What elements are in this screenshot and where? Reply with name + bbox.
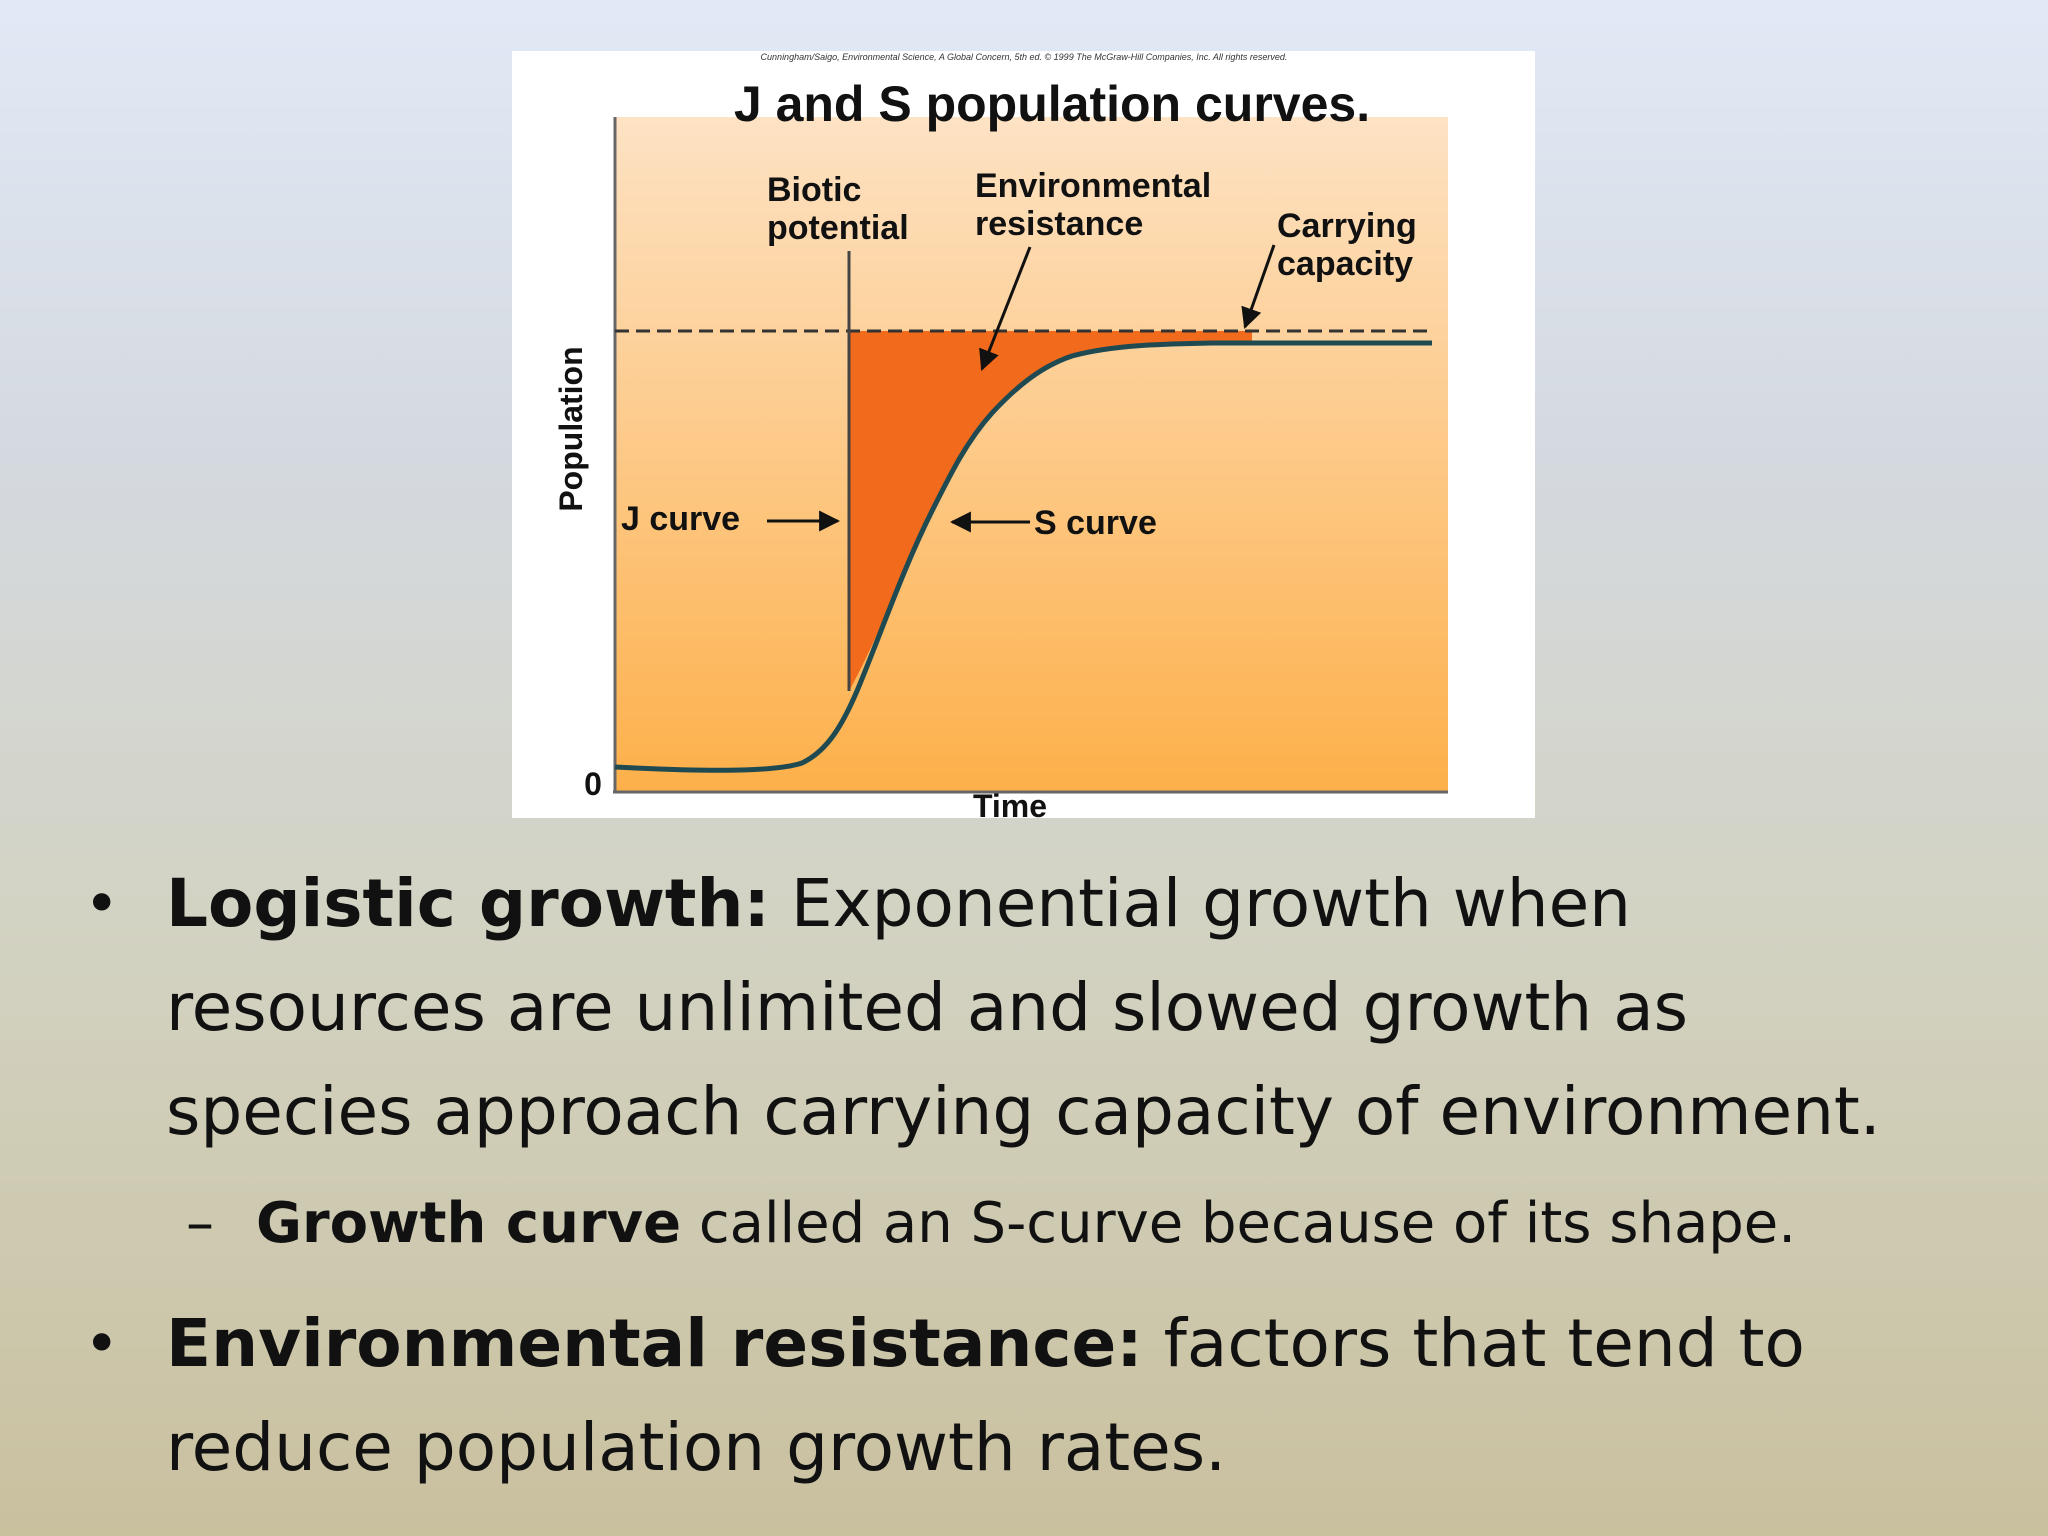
sub-bullet-text: called an S-curve because of its shape.	[681, 1191, 1797, 1256]
bullet-dot: •	[84, 1309, 120, 1379]
environmental-resistance-arrow	[979, 246, 1032, 371]
bullet-term: Environmental resistance:	[166, 1305, 1143, 1382]
s-curve-label: S curve	[1034, 504, 1157, 542]
x-axis-label: Time	[973, 788, 1047, 818]
environmental-resistance-area	[849, 331, 1252, 691]
j-curve-label: J curve	[621, 500, 740, 538]
y-axis-label: Population	[553, 346, 589, 511]
population-curves-diagram: Cunningham/Saigo, Environmental Science,…	[553, 52, 1448, 818]
carrying-capacity-label: Carrying capacity	[1277, 207, 1426, 283]
environmental-resistance-label: Environmental resistance	[975, 167, 1221, 243]
bullet-logistic-growth: • Logistic growth: Exponential growth wh…	[84, 852, 1966, 1164]
plot-background	[615, 117, 1448, 791]
bullet-dot: •	[84, 869, 120, 939]
bullet-line: species approach carrying capacity of en…	[166, 1073, 1881, 1150]
bullet-line: Environmental resistance: factors that t…	[166, 1292, 1966, 1396]
origin-label: 0	[584, 766, 602, 802]
bullet-text: Exponential growth when	[769, 865, 1632, 942]
bullet-text: factors that tend to	[1142, 1305, 1805, 1382]
s-curve-line	[614, 340, 1432, 773]
bullet-environmental-resistance: • Environmental resistance: factors that…	[84, 1292, 1966, 1500]
sub-bullet-growth-curve: – Growth curve called an S-curve because…	[186, 1184, 1956, 1264]
bullet-line: reduce population growth rates.	[166, 1409, 1227, 1486]
carrying-capacity-arrow	[1241, 244, 1276, 329]
population-curves-figure: Cunningham/Saigo, Environmental Science,…	[512, 51, 1535, 818]
bullet-line: resources are unlimited and slowed growt…	[166, 969, 1689, 1046]
bullet-term: Logistic growth:	[166, 865, 770, 942]
figure-title: J and S population curves.	[734, 76, 1370, 132]
sub-bullet-dash: –	[186, 1191, 214, 1256]
bullet-line: Logistic growth: Exponential growth when	[166, 852, 1966, 956]
biotic-potential-label: Biotic potential	[767, 171, 909, 247]
sub-bullet-term: Growth curve	[256, 1191, 682, 1256]
figure-credit: Cunningham/Saigo, Environmental Science,…	[761, 52, 1288, 62]
